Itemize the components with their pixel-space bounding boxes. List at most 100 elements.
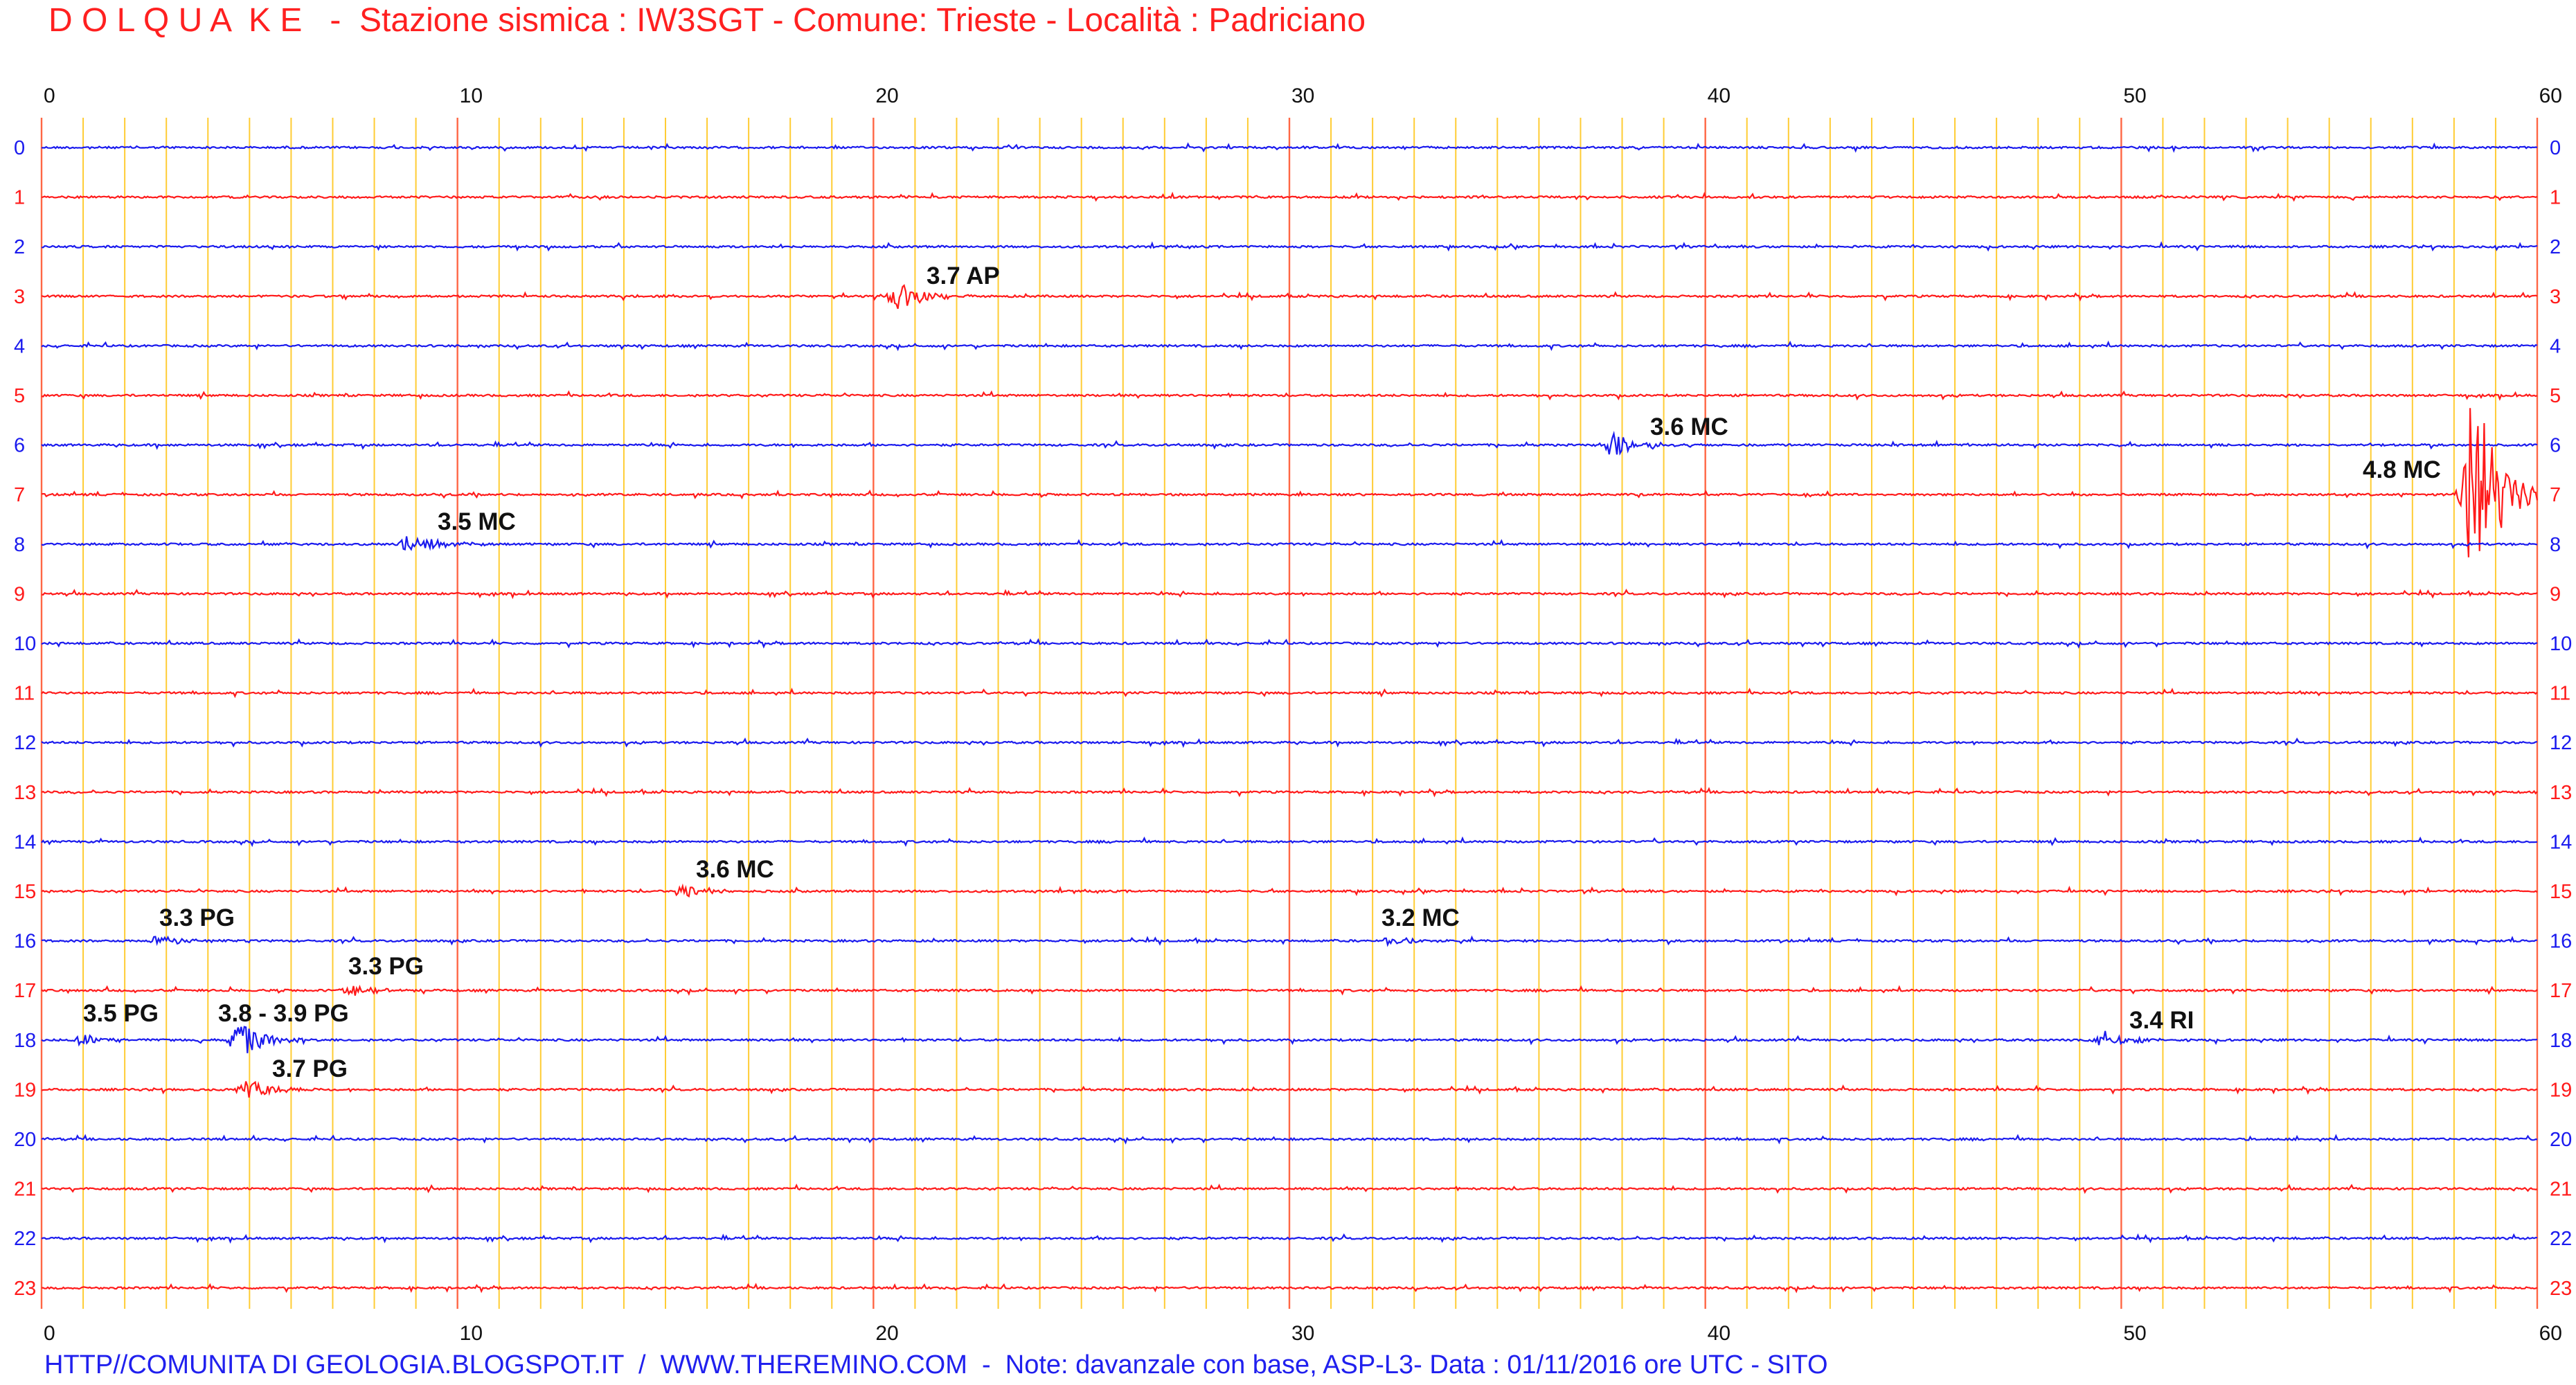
trace-hour-22: [41, 1233, 2537, 1244]
trace-hour-2: [42, 241, 2538, 252]
hour-label-left: 7: [14, 484, 25, 506]
hour-label-right: 9: [2550, 583, 2561, 605]
trace-hour-18: [41, 1026, 2538, 1053]
hour-label-left: 13: [14, 782, 36, 804]
trace-hour-7: [41, 408, 2539, 557]
trace-hour-16: [41, 935, 2537, 947]
trace-hour-4: [41, 340, 2538, 352]
hour-label-right: 1: [2550, 187, 2561, 209]
hour-label-right: 18: [2550, 1030, 2572, 1052]
trace-hour-19: [41, 1080, 2538, 1098]
event-label: 3.3 PG: [348, 953, 424, 980]
footer-note: HTTP//COMUNITA DI GEOLOGIA.BLOGSPOT.IT /…: [44, 1350, 1828, 1379]
hour-label-left: 0: [14, 137, 25, 159]
event-label: 3.5 PG: [83, 1000, 159, 1027]
hour-label-left: 23: [14, 1278, 36, 1300]
hour-label-left: 1: [14, 187, 25, 209]
hour-label-right: 15: [2550, 881, 2572, 903]
hour-label-left: 10: [14, 633, 36, 655]
trace-hour-21: [41, 1183, 2538, 1195]
hour-label-left: 2: [14, 236, 25, 258]
hour-label-right: 3: [2550, 286, 2561, 308]
hour-label-left: 19: [14, 1079, 36, 1101]
hour-label-left: 22: [14, 1228, 36, 1250]
hour-label-left: 6: [14, 435, 25, 457]
minute-tick-bottom: 60: [2539, 1322, 2562, 1345]
trace-hour-23: [41, 1283, 2538, 1294]
trace-hour-10: [41, 638, 2538, 649]
hour-label-left: 17: [14, 980, 36, 1002]
hour-label-right: 14: [2550, 831, 2572, 853]
hour-label-left: 14: [14, 831, 36, 853]
trace-hour-15: [41, 883, 2538, 898]
trace-hour-3: [41, 284, 2538, 310]
trace-hour-8: [41, 536, 2538, 551]
hour-label-right: 6: [2550, 435, 2561, 457]
hour-label-right: 22: [2550, 1228, 2572, 1250]
minute-tick-bottom: 0: [44, 1322, 55, 1345]
event-labels: 3.7 AP 3.6 MC 4.8 MC 3.5 MC 3.6 MC 3.3 PG 3.2 …: [83, 262, 2441, 1082]
trace-hour-20: [41, 1134, 2538, 1145]
minute-tick-top: 0: [44, 84, 55, 107]
minute-tick-bottom: 20: [875, 1322, 898, 1345]
header-title: D O L Q U A K E - Stazione sismica : IW3…: [48, 2, 1366, 39]
minute-tick-bottom: 50: [2123, 1322, 2146, 1345]
trace-hour-6: [41, 431, 2538, 456]
minute-tick-bottom: 30: [1291, 1322, 1314, 1345]
event-label: 3.6 MC: [696, 856, 774, 883]
hour-label-left: 9: [14, 583, 25, 605]
event-label: 4.8 MC: [2363, 456, 2441, 483]
hour-label-left: 11: [14, 683, 35, 705]
hour-label-right: 5: [2550, 385, 2561, 407]
hour-label-right: 11: [2550, 683, 2570, 705]
hour-label-right: 10: [2550, 633, 2572, 655]
hour-label-right: 19: [2550, 1079, 2572, 1101]
trace-hour-14: [41, 836, 2538, 848]
hour-label-left: 21: [14, 1179, 36, 1201]
hour-label-left: 18: [14, 1030, 36, 1052]
trace-hour-17: [41, 984, 2538, 996]
minute-tick-bottom: 10: [460, 1322, 483, 1345]
hour-label-right: 2: [2550, 236, 2561, 258]
hour-label-left: 3: [14, 286, 25, 308]
trace-hour-1: [41, 191, 2538, 202]
hour-label-right: 0: [2550, 137, 2561, 159]
hour-label-right: 12: [2550, 732, 2572, 754]
minute-tick-top: 10: [460, 84, 483, 107]
minute-tick-top: 60: [2539, 84, 2562, 107]
event-label: 3.4 RI: [2129, 1007, 2194, 1034]
minute-tick-top: 30: [1291, 84, 1314, 107]
hour-label-left: 16: [14, 931, 36, 953]
hour-label-right: 23: [2550, 1278, 2572, 1300]
minute-tick-bottom: 40: [1708, 1322, 1730, 1345]
minute-tick-top: 50: [2123, 84, 2146, 107]
trace-hour-12: [41, 737, 2538, 749]
hour-label-right: 4: [2550, 335, 2561, 357]
event-label: 3.7 PG: [272, 1055, 348, 1082]
trace-hour-9: [41, 589, 2538, 600]
hour-label-right: 13: [2550, 782, 2572, 804]
trace-hour-11: [41, 687, 2538, 699]
minute-tick-top: 20: [875, 84, 898, 107]
hour-label-left: 12: [14, 732, 36, 754]
event-label: 3.6 MC: [1650, 413, 1728, 440]
seismic-traces: [41, 142, 2539, 1294]
hour-label-left: 4: [14, 335, 25, 357]
hour-label-left: 20: [14, 1129, 36, 1151]
hour-label-right: 8: [2550, 534, 2561, 556]
hour-label-left: 5: [14, 385, 25, 407]
hour-label-right: 16: [2550, 931, 2572, 953]
event-label: 3.3 PG: [159, 904, 235, 931]
hour-label-left: 8: [14, 534, 25, 556]
hour-label-right: 20: [2550, 1129, 2572, 1151]
hour-label-right: 7: [2550, 484, 2561, 506]
event-label: 3.7 AP: [927, 262, 1000, 289]
trace-hour-13: [41, 787, 2538, 798]
minute-tick-top: 40: [1708, 84, 1730, 107]
minute-grid: [40, 118, 2539, 1309]
trace-hour-0: [42, 142, 2538, 153]
hour-label-right: 17: [2550, 980, 2572, 1002]
